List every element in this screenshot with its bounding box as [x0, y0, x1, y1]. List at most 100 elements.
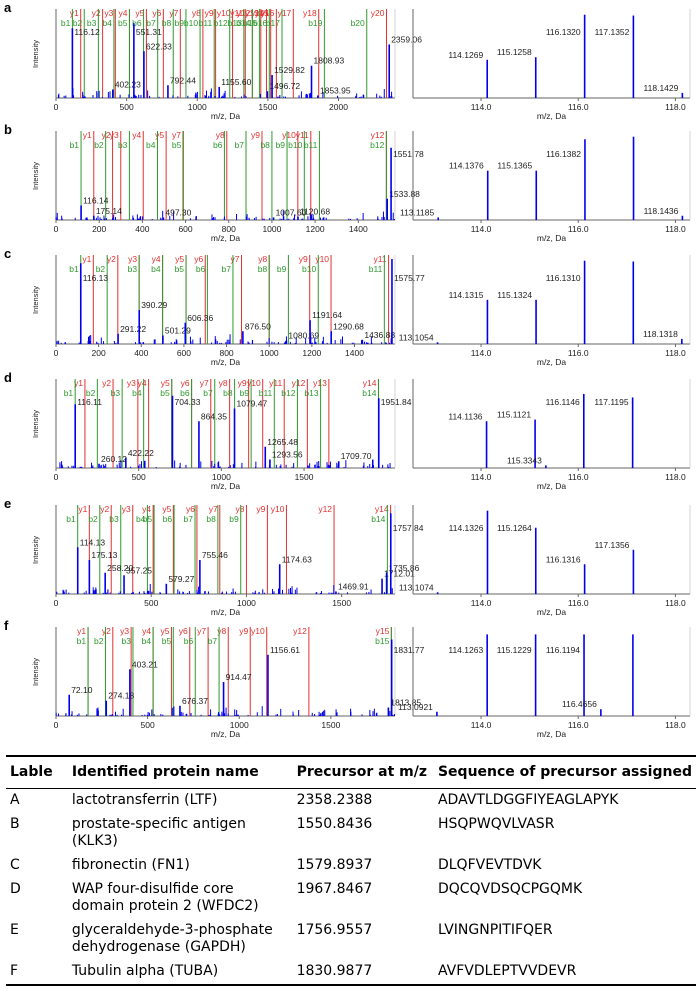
- b-ion-label: b9: [174, 18, 184, 28]
- peak-label: 117.1356: [595, 540, 630, 550]
- b-ion-label: b8: [206, 514, 216, 524]
- b-ion-label: b1: [69, 264, 79, 274]
- b-ion-label: b16: [253, 18, 267, 28]
- b-ion-label: b7: [208, 636, 218, 646]
- table-row: C fibronectin (FN1) 1579.8937 DLQFVEVTDV…: [6, 854, 696, 878]
- cell-protein: prostate-specific antigen (KLK3): [71, 816, 246, 849]
- y-axis-label: Intensity: [31, 410, 40, 438]
- peak-label: 118.1318: [643, 329, 678, 339]
- b-ion-label: b10: [302, 264, 316, 274]
- y-ion-label: y3: [128, 254, 137, 264]
- b-ion-label: b6: [184, 636, 194, 646]
- x-axis-label: m/z, Da: [211, 607, 241, 617]
- y-ion-label: y8: [192, 8, 201, 18]
- peak-label: 113.1074: [399, 582, 434, 592]
- peak-label: 1853.95: [320, 85, 351, 95]
- x-tick-label: 118.0: [665, 720, 686, 730]
- b-ion-label: b3: [87, 18, 97, 28]
- y-ion-label: y2: [102, 130, 111, 140]
- peak-label: 1951.84: [381, 397, 412, 407]
- x-tick-label: 500: [120, 102, 134, 112]
- b-ion-label: b3: [111, 388, 121, 398]
- protein-table: Lable Identified protein name Precursor …: [6, 755, 696, 986]
- peak-label: 115.1258: [497, 47, 532, 57]
- peak-label: 115.3343: [507, 455, 542, 465]
- y-ion-label: y16: [261, 8, 275, 18]
- table-row: E glyceraldehyde-3-phosphate dehydrogena…: [6, 919, 696, 960]
- y-ion-label: y7: [172, 130, 181, 140]
- x-tick-label: 400: [134, 348, 148, 358]
- b-ion-label: b4: [132, 388, 142, 398]
- peak-label: 1831.77: [394, 645, 425, 655]
- b-ion-label: b4: [136, 514, 146, 524]
- y-ion-label: y4: [118, 8, 127, 18]
- y-ion-label: y4: [132, 130, 141, 140]
- y-ion-label: y11: [374, 254, 387, 264]
- cell-sequence: ADAVTLDGGFIYEAGLAPYK: [437, 792, 619, 808]
- x-axis-label: m/z, Da: [211, 233, 241, 243]
- y-ion-label: y1: [82, 254, 91, 264]
- y-ion-label: y9: [238, 378, 247, 388]
- b-ion-label: b12: [370, 140, 384, 150]
- peak-label: 1174.63: [282, 554, 312, 564]
- b-ion-label: b14: [236, 18, 250, 28]
- y-ion-label: y8: [216, 130, 225, 140]
- x-tick-label: 114.0: [471, 598, 492, 608]
- x-axis-label: m/z, Da: [211, 111, 241, 121]
- y-axis-label: Intensity: [31, 40, 40, 68]
- x-tick-label: 500: [141, 720, 155, 730]
- x-tick-label: 1400: [345, 348, 364, 358]
- y-ion-label: y18: [303, 8, 317, 18]
- x-tick-label: 1400: [349, 224, 368, 234]
- header-precursor: Precursor at m/z: [292, 755, 434, 789]
- peak-label: 1575.77: [394, 273, 425, 283]
- b-ion-label: b7: [184, 514, 194, 524]
- x-axis-label: m/z, Da: [537, 357, 567, 367]
- panel-label: d: [4, 370, 12, 385]
- b-ion-label: b9: [240, 388, 250, 398]
- b-ion-label: b15: [375, 636, 389, 646]
- peak-label: 116.12: [74, 27, 100, 37]
- y-ion-label: y11: [296, 130, 309, 140]
- peak-label: 116.1146: [546, 397, 580, 407]
- table-header-row: Lable Identified protein name Precursor …: [6, 755, 696, 789]
- x-tick-label: 118.0: [665, 598, 686, 608]
- peak-label: 116.1194: [546, 645, 580, 655]
- peak-label: 1757.84: [393, 523, 424, 533]
- cell-label: F: [6, 960, 68, 986]
- peak-label: 622.33: [146, 41, 172, 51]
- peak-label: 579.27: [168, 574, 194, 584]
- y-ion-label: y14: [251, 8, 265, 18]
- b-ion-label: b6: [132, 18, 142, 28]
- y-ion-label: y2: [102, 626, 111, 636]
- b-ion-label: b2: [96, 264, 106, 274]
- b-ion-label: b6: [196, 264, 206, 274]
- b-ion-label: b6: [163, 514, 173, 524]
- peak-label: 116.1320: [546, 27, 581, 37]
- x-tick-label: 114.0: [471, 472, 492, 482]
- table-row: F Tubulin alpha (TUBA) 1830.9877 AVFVDLE…: [6, 960, 696, 986]
- peak-label: 422.22: [128, 448, 154, 458]
- b-ion-label: b8: [260, 140, 270, 150]
- y-ion-label: y12: [318, 504, 332, 514]
- cell-label: C: [10, 857, 20, 873]
- y-ion-label: y8: [217, 626, 226, 636]
- y-ion-label: y14: [375, 504, 389, 514]
- peak-label: 274.18: [108, 691, 134, 701]
- y-ion-label: y2: [92, 8, 101, 18]
- x-axis-label: m/z, Da: [211, 481, 241, 491]
- b-ion-label: b1: [64, 388, 74, 398]
- b-ion-label: b4: [146, 140, 156, 150]
- cell-precursor: 1550.8436: [296, 816, 373, 832]
- y-ion-label: y6: [194, 254, 203, 264]
- cell-sequence: HSQPWQVLVASR: [437, 816, 555, 832]
- y-ion-label: y11: [230, 8, 243, 18]
- y-ion-label: y9: [239, 626, 248, 636]
- b-ion-label: b17: [266, 18, 280, 28]
- b-ion-label: b5: [172, 140, 182, 150]
- y-ion-label: y7: [200, 378, 209, 388]
- peak-label: 1079.47: [237, 399, 268, 409]
- peak-label: 116.1316: [546, 554, 581, 564]
- cell-precursor: 1756.9557: [296, 922, 373, 938]
- b-ion-label: b11: [369, 264, 383, 274]
